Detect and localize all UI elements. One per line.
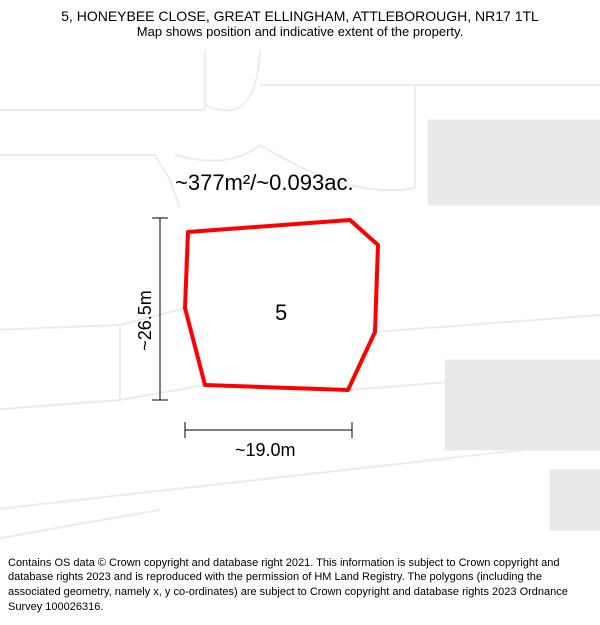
map-title: 5, HONEYBEE CLOSE, GREAT ELLINGHAM, ATTL… [10,8,590,24]
dimension-horizontal-label: ~19.0m [235,440,296,461]
map-svg [0,50,600,540]
map-subtitle: Map shows position and indicative extent… [10,24,590,39]
map-area: ~377m²/~0.093ac. 5 ~26.5m ~19.0m [0,50,600,540]
plot-number: 5 [275,300,287,326]
dimension-vertical-label: ~26.5m [135,290,156,351]
area-label: ~377m²/~0.093ac. [175,170,354,196]
copyright-footer: Contains OS data © Crown copyright and d… [0,550,600,625]
header: 5, HONEYBEE CLOSE, GREAT ELLINGHAM, ATTL… [0,0,600,43]
